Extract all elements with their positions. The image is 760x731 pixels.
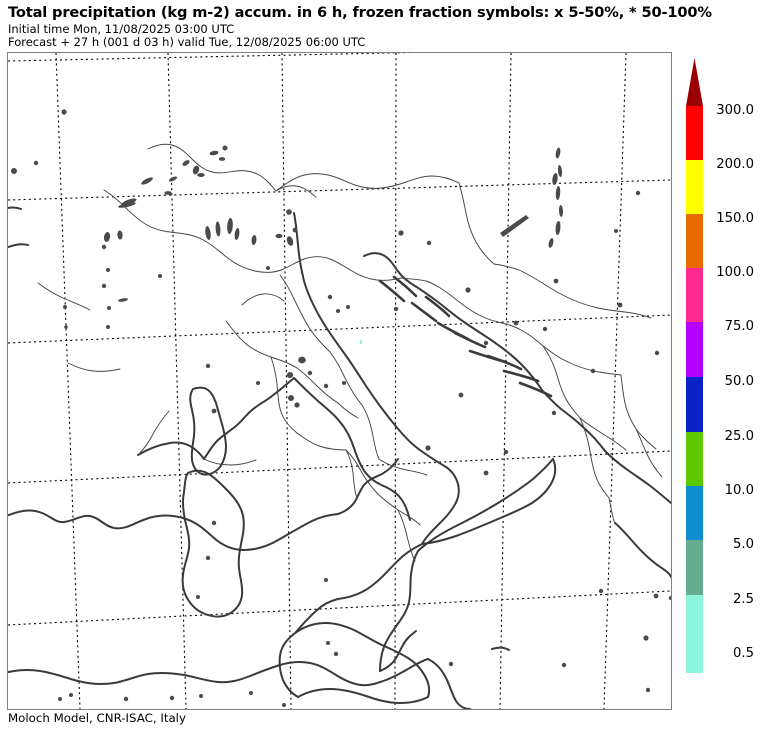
colorbar-tick-75: 75.0 [724, 319, 754, 334]
colorbar-tick-2.5: 2.5 [733, 592, 754, 607]
colorbar-segment-5-10 [686, 486, 703, 540]
colorbar-segment-50-75 [686, 322, 703, 377]
colorbar-overflow-arrow-icon [686, 58, 703, 106]
colorbar-segment-100-150 [686, 214, 703, 268]
precipitation-layer [360, 340, 362, 344]
border-layer [37, 143, 663, 562]
map-canvas [8, 53, 671, 709]
colorbar-tick-200: 200.0 [716, 157, 754, 172]
colorbar-tick-150: 150.0 [716, 211, 754, 226]
map-panel[interactable] [7, 52, 672, 710]
colorbar-tick-5: 5.0 [733, 537, 754, 552]
initial-time-line: Initial time Mon, 11/08/2025 03:00 UTC [8, 22, 235, 36]
colorbar-tick-0.5: 0.5 [733, 646, 754, 661]
colorbar-segment-200-300 [686, 106, 703, 160]
colorbar-segment-2.5-5 [686, 540, 703, 595]
coastline-layer [8, 206, 671, 709]
colorbar-tick-10: 10.0 [724, 483, 754, 498]
colorbar-segment-25-50 [686, 377, 703, 432]
forecast-validity-line: Forecast + 27 h (001 d 03 h) valid Tue, … [8, 35, 366, 49]
colorbar-tick-labels: 300.0 200.0 150.0 100.0 75.0 50.0 25.0 1… [706, 58, 760, 678]
colorbar-segment-150-200 [686, 160, 703, 214]
colorbar-tick-300: 300.0 [716, 103, 754, 118]
colorbar-tick-100: 100.0 [716, 265, 754, 280]
lakes-layer [11, 109, 671, 707]
colorbar-tick-50: 50.0 [724, 374, 754, 389]
model-credit: Moloch Model, CNR-ISAC, Italy [8, 711, 186, 725]
colorbar[interactable] [686, 58, 703, 673]
header-text-block: Total precipitation (kg m-2) accum. in 6… [0, 0, 760, 52]
colorbar-tick-25: 25.0 [724, 429, 754, 444]
colorbar-segment-10-25 [686, 432, 703, 486]
colorbar-segment-75-100 [686, 268, 703, 322]
colorbar-segment-0.5-2.5 [686, 595, 703, 673]
page-title: Total precipitation (kg m-2) accum. in 6… [8, 4, 712, 21]
graticule-layer [8, 53, 671, 709]
